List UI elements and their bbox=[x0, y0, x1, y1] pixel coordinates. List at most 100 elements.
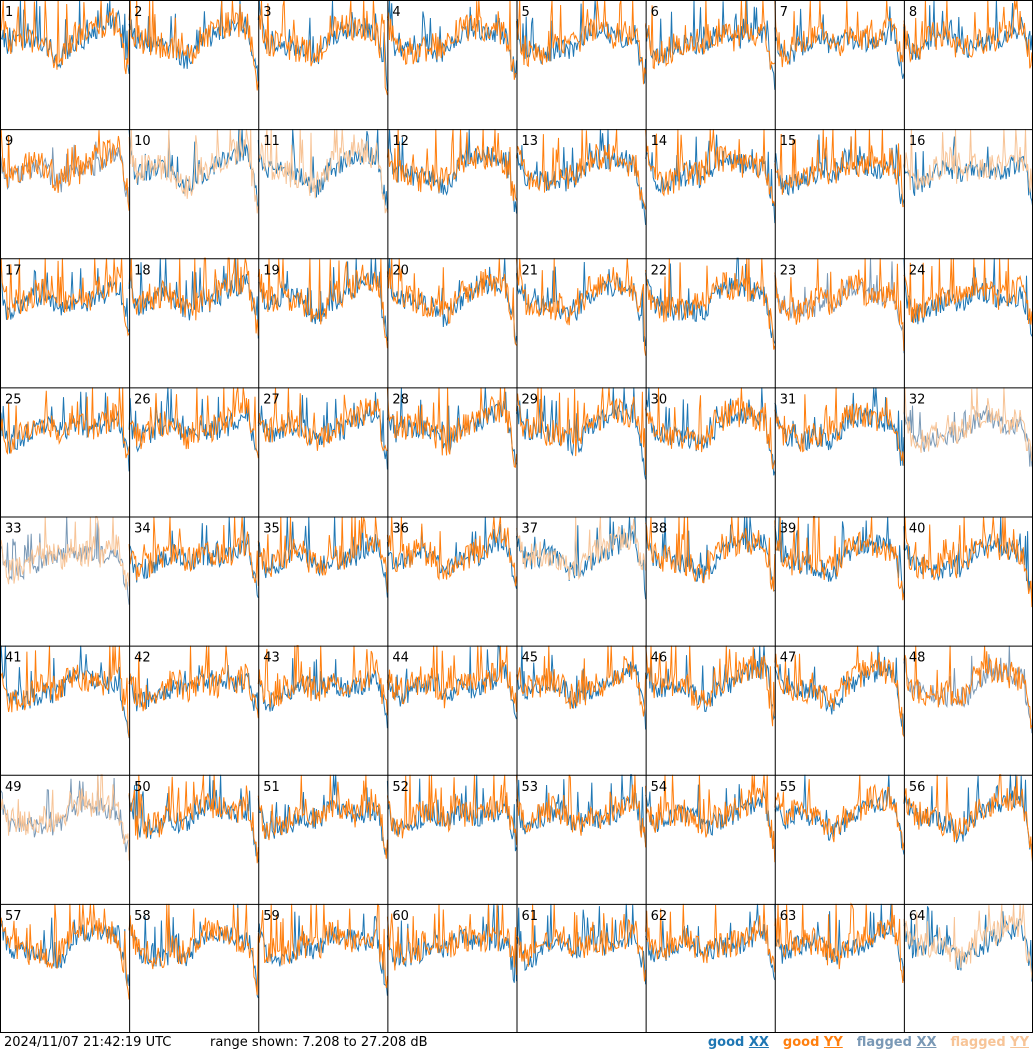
trace-xx-31 bbox=[774, 387, 905, 466]
tile-label-23: 23 bbox=[780, 263, 797, 278]
footer: 2024/11/07 21:42:19 UTC range shown: 7.2… bbox=[0, 1033, 1033, 1053]
trace-yy-22 bbox=[645, 258, 776, 350]
legend-good-xx: good XX bbox=[707, 1035, 769, 1050]
trace-yy-39 bbox=[774, 516, 905, 601]
tile-label-46: 46 bbox=[651, 651, 668, 666]
tile-47: 47 bbox=[774, 645, 905, 737]
tile-57: 57 bbox=[0, 903, 130, 1000]
tile-label-13: 13 bbox=[522, 134, 539, 149]
tile-23: 23 bbox=[774, 258, 905, 354]
tile-34: 34 bbox=[128, 516, 259, 599]
tile-41: 41 bbox=[0, 645, 130, 739]
tile-35: 35 bbox=[257, 516, 388, 598]
trace-xx-53 bbox=[516, 774, 647, 844]
tile-label-18: 18 bbox=[134, 263, 151, 278]
trace-yy-25 bbox=[0, 387, 130, 459]
tile-label-54: 54 bbox=[651, 780, 668, 795]
tile-12: 12 bbox=[386, 129, 517, 214]
tile-26: 26 bbox=[128, 387, 259, 459]
tile-27: 27 bbox=[257, 387, 388, 470]
trace-yy-7 bbox=[774, 0, 905, 68]
tile-label-35: 35 bbox=[263, 522, 280, 537]
trace-yy-57 bbox=[0, 903, 130, 1000]
tile-label-3: 3 bbox=[263, 5, 271, 20]
tile-51: 51 bbox=[257, 774, 388, 859]
tile-46: 46 bbox=[645, 645, 776, 727]
tile-label-44: 44 bbox=[392, 651, 409, 666]
trace-xx-19 bbox=[258, 258, 388, 342]
tile-40: 40 bbox=[903, 516, 1033, 612]
trace-yy-47 bbox=[774, 645, 905, 737]
trace-yy-49 bbox=[0, 774, 130, 861]
tile-label-64: 64 bbox=[909, 909, 926, 924]
tile-label-41: 41 bbox=[5, 651, 22, 666]
tile-20: 20 bbox=[386, 258, 517, 346]
tile-label-53: 53 bbox=[522, 780, 539, 795]
trace-xx-9 bbox=[0, 141, 130, 206]
trace-yy-2 bbox=[128, 0, 259, 91]
trace-yy-20 bbox=[386, 258, 517, 346]
tile-label-8: 8 bbox=[909, 5, 917, 20]
tile-label-62: 62 bbox=[651, 909, 668, 924]
trace-yy-56 bbox=[903, 774, 1033, 869]
tile-18: 18 bbox=[128, 257, 259, 339]
trace-yy-28 bbox=[386, 387, 517, 468]
tile-label-40: 40 bbox=[909, 522, 926, 537]
tile-label-21: 21 bbox=[522, 263, 539, 278]
trace-xx-24 bbox=[903, 258, 1033, 338]
trace-xx-7 bbox=[774, 6, 905, 79]
trace-yy-53 bbox=[516, 774, 647, 848]
tile-63: 63 bbox=[774, 902, 905, 984]
trace-yy-30 bbox=[645, 387, 776, 470]
trace-yy-38 bbox=[645, 516, 776, 592]
tile-55: 55 bbox=[774, 774, 905, 855]
trace-yy-9 bbox=[0, 129, 130, 211]
tile-label-33: 33 bbox=[5, 522, 22, 537]
trace-yy-31 bbox=[774, 387, 905, 466]
timestamp: 2024/11/07 21:42:19 UTC bbox=[4, 1035, 172, 1050]
trace-xx-37 bbox=[516, 516, 647, 600]
tile-36: 36 bbox=[386, 516, 517, 589]
tile-label-50: 50 bbox=[134, 780, 151, 795]
trace-yy-50 bbox=[128, 774, 259, 864]
tile-label-61: 61 bbox=[522, 909, 539, 924]
trace-xx-46 bbox=[645, 645, 776, 721]
tile-39: 39 bbox=[774, 516, 905, 601]
trace-yy-44 bbox=[386, 645, 517, 712]
trace-yy-5 bbox=[516, 0, 647, 85]
trace-yy-62 bbox=[645, 903, 776, 973]
legend-good-yy: good YY bbox=[782, 1035, 843, 1050]
trace-yy-64 bbox=[903, 903, 1033, 985]
tile-label-6: 6 bbox=[651, 5, 659, 20]
trace-yy-21 bbox=[516, 258, 647, 356]
trace-yy-54 bbox=[645, 774, 776, 863]
trace-yy-35 bbox=[257, 516, 388, 593]
tile-label-2: 2 bbox=[134, 5, 142, 20]
trace-xx-41 bbox=[0, 645, 130, 739]
trace-yy-17 bbox=[0, 258, 130, 337]
tile-11: 11 bbox=[257, 129, 388, 214]
tile-label-52: 52 bbox=[392, 780, 409, 795]
tile-44: 44 bbox=[386, 645, 517, 720]
tile-6: 6 bbox=[645, 0, 776, 90]
trace-yy-32 bbox=[903, 387, 1033, 462]
tile-37: 37 bbox=[516, 516, 647, 600]
range-text: range shown: 7.208 to 27.208 dB bbox=[210, 1035, 428, 1050]
tile-label-32: 32 bbox=[909, 392, 926, 407]
trace-yy-37 bbox=[516, 516, 647, 581]
trace-xx-11 bbox=[257, 129, 388, 210]
trace-yy-15 bbox=[774, 129, 905, 208]
legend: good XX good YY flagged XX flagged YY bbox=[708, 1033, 1029, 1053]
trace-yy-60 bbox=[386, 903, 517, 976]
tile-29: 29 bbox=[516, 387, 647, 480]
trace-yy-43 bbox=[257, 645, 388, 716]
tile-label-25: 25 bbox=[5, 392, 22, 407]
trace-xx-8 bbox=[903, 0, 1033, 65]
tile-label-28: 28 bbox=[392, 392, 409, 407]
tile-64: 64 bbox=[903, 903, 1033, 985]
tile-label-10: 10 bbox=[134, 134, 151, 149]
tile-13: 13 bbox=[516, 129, 647, 225]
tile-label-7: 7 bbox=[780, 5, 788, 20]
trace-yy-14 bbox=[645, 129, 776, 207]
tile-label-57: 57 bbox=[5, 909, 22, 924]
